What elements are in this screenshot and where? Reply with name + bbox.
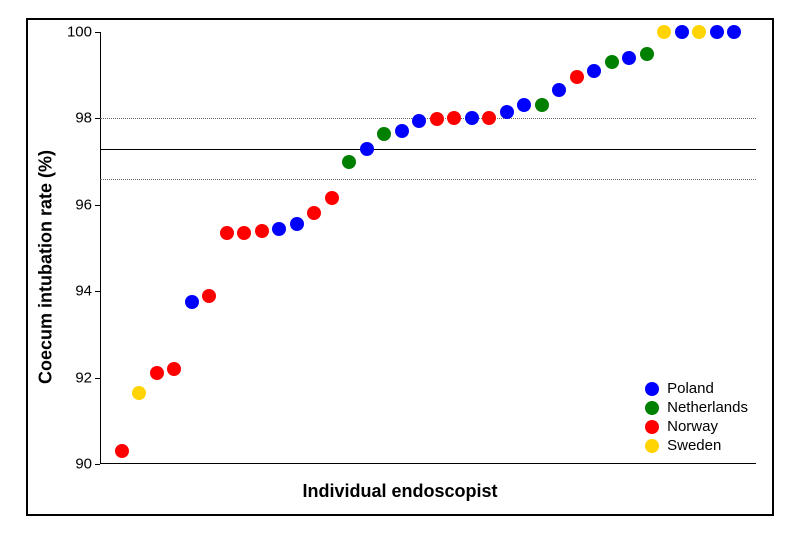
y-tick-label: 96 bbox=[75, 196, 92, 213]
data-point bbox=[640, 47, 654, 61]
legend-marker-icon bbox=[645, 401, 659, 415]
data-point bbox=[272, 222, 286, 236]
y-tick bbox=[95, 32, 100, 33]
data-point bbox=[605, 55, 619, 69]
data-point bbox=[395, 124, 409, 138]
data-point bbox=[412, 114, 426, 128]
data-point bbox=[115, 444, 129, 458]
data-point bbox=[132, 386, 146, 400]
legend-item: Norway bbox=[645, 418, 748, 435]
data-point bbox=[465, 111, 479, 125]
data-point bbox=[325, 191, 339, 205]
legend-label: Norway bbox=[667, 418, 718, 435]
y-tick-label: 92 bbox=[75, 369, 92, 386]
chart-frame: Coecum intubation rate (%) 90 92 94 96 98 100… bbox=[26, 18, 774, 516]
x-axis-line bbox=[100, 463, 756, 464]
y-tick bbox=[95, 291, 100, 292]
y-axis-title: Coecum intubation rate (%) bbox=[36, 150, 57, 384]
legend-item: Poland bbox=[645, 380, 748, 397]
data-point bbox=[587, 64, 601, 78]
y-tick-label: 94 bbox=[75, 283, 92, 300]
reference-line bbox=[100, 149, 756, 150]
y-tick bbox=[95, 378, 100, 379]
reference-line bbox=[100, 179, 756, 180]
legend-marker-icon bbox=[645, 382, 659, 396]
y-tick-label: 90 bbox=[75, 456, 92, 473]
data-point bbox=[290, 217, 304, 231]
legend-marker-icon bbox=[645, 420, 659, 434]
data-point bbox=[535, 98, 549, 112]
data-point bbox=[622, 51, 636, 65]
data-point bbox=[500, 105, 514, 119]
data-point bbox=[150, 366, 164, 380]
data-point bbox=[447, 111, 461, 125]
legend-marker-icon bbox=[645, 439, 659, 453]
data-point bbox=[307, 206, 321, 220]
data-point bbox=[692, 25, 706, 39]
plot-area: 9092949698100PolandNetherlandsNorwaySwed… bbox=[100, 32, 756, 464]
y-axis-line bbox=[100, 32, 101, 464]
y-tick bbox=[95, 464, 100, 465]
data-point bbox=[552, 83, 566, 97]
data-point bbox=[430, 112, 444, 126]
data-point bbox=[482, 111, 496, 125]
data-point bbox=[185, 295, 199, 309]
x-axis-title: Individual endoscopist bbox=[302, 481, 497, 502]
legend-label: Sweden bbox=[667, 437, 721, 454]
y-tick bbox=[95, 205, 100, 206]
data-point bbox=[657, 25, 671, 39]
y-tick-label: 100 bbox=[67, 24, 92, 41]
legend-label: Poland bbox=[667, 380, 714, 397]
y-tick-label: 98 bbox=[75, 110, 92, 127]
data-point bbox=[710, 25, 724, 39]
legend-label: Netherlands bbox=[667, 399, 748, 416]
legend: Poland Netherlands Norway Sweden bbox=[639, 374, 754, 460]
legend-item: Sweden bbox=[645, 437, 748, 454]
data-point bbox=[675, 25, 689, 39]
data-point bbox=[220, 226, 234, 240]
data-point bbox=[727, 25, 741, 39]
data-point bbox=[167, 362, 181, 376]
data-point bbox=[517, 98, 531, 112]
legend-item: Netherlands bbox=[645, 399, 748, 416]
data-point bbox=[377, 127, 391, 141]
data-point bbox=[237, 226, 251, 240]
data-point bbox=[255, 224, 269, 238]
data-point bbox=[570, 70, 584, 84]
data-point bbox=[342, 155, 356, 169]
data-point bbox=[360, 142, 374, 156]
reference-line bbox=[100, 118, 756, 119]
data-point bbox=[202, 289, 216, 303]
